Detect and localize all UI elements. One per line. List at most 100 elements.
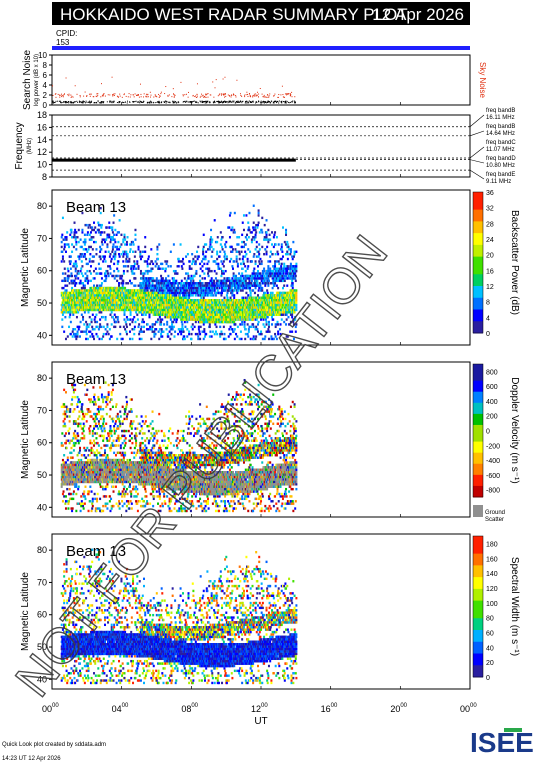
- heat-cell: [72, 308, 75, 312]
- heat-cell: [100, 282, 103, 285]
- search-noise-point: [189, 101, 191, 103]
- heat-cell: [171, 294, 174, 297]
- heat-cell: [80, 289, 83, 292]
- search-noise-point: [174, 101, 176, 103]
- heat-cell: [69, 233, 72, 237]
- heat-cell: [119, 245, 122, 249]
- heat-cell: [104, 315, 107, 319]
- heat-cell: [183, 337, 186, 341]
- frequency-trace: [52, 158, 296, 162]
- heat-cell: [164, 313, 167, 316]
- search-noise-point: [85, 100, 87, 102]
- heat-cell: [68, 296, 71, 299]
- heat-cell: [68, 245, 71, 249]
- heat-cell: [210, 269, 213, 273]
- heat-cell: [152, 262, 155, 266]
- search-noise-point: [268, 101, 270, 103]
- search-noise-point: [227, 102, 229, 104]
- heat-cell: [164, 315, 167, 319]
- heat-cell: [140, 325, 143, 329]
- search-noise-point: [88, 101, 90, 103]
- heat-cell: [81, 228, 84, 232]
- heat-cell: [99, 257, 102, 261]
- heat-cell: [110, 236, 113, 239]
- heat-cell: [123, 236, 126, 239]
- heat-cell: [191, 291, 194, 295]
- heat-cell: [201, 282, 204, 285]
- heat-cell: [88, 330, 91, 333]
- sky-noise-point: [210, 94, 212, 96]
- heat-cell: [118, 299, 121, 302]
- heat-cell: [114, 296, 117, 299]
- heat-cell: [74, 228, 77, 232]
- heat-cell: [69, 262, 72, 266]
- search-noise-point: [218, 102, 220, 104]
- heat-cell: [175, 320, 178, 324]
- heat-cell: [217, 262, 220, 266]
- heat-cell: [223, 255, 226, 258]
- sky-noise-point: [207, 96, 209, 98]
- heat-cell: [147, 306, 150, 309]
- heat-cell: [133, 284, 136, 287]
- heat-cell: [108, 226, 111, 229]
- heat-cell: [186, 252, 189, 256]
- heat-cell: [122, 240, 125, 244]
- sky-noise-point: [235, 96, 237, 98]
- sky-noise-point: [113, 95, 115, 97]
- sky-noise-point: [194, 96, 196, 98]
- heat-cell: [172, 296, 175, 299]
- heat-cell: [71, 330, 74, 333]
- heat-cell: [88, 289, 91, 292]
- heat-cell: [108, 328, 111, 331]
- search-noise-point: [93, 102, 95, 104]
- heat-cell: [188, 301, 191, 304]
- heat-cell: [108, 296, 111, 299]
- heat-cell: [118, 255, 121, 258]
- heat-cell: [181, 267, 184, 270]
- sky-noise-point: [280, 94, 282, 96]
- heat-cell: [61, 318, 64, 321]
- search-noise-point: [219, 101, 221, 103]
- sky-noise-point: [184, 94, 186, 96]
- heat-cell: [73, 306, 76, 309]
- heat-cell: [228, 277, 231, 280]
- heat-cell: [64, 272, 67, 275]
- heat-cell: [81, 330, 84, 333]
- heat-cell: [160, 299, 163, 302]
- heat-cell: [64, 279, 67, 283]
- heat-cell: [99, 250, 102, 253]
- noise-series: [52, 76, 296, 104]
- heat-cell: [95, 252, 98, 256]
- heat-cell: [152, 279, 155, 283]
- heat-cell: [220, 330, 223, 333]
- search-noise-dots: [52, 100, 296, 104]
- heat-cell: [75, 262, 78, 266]
- sky-noise-point: [248, 93, 250, 95]
- sky-noise-point: [196, 94, 198, 96]
- heat-cell: [160, 286, 163, 290]
- heat-cell: [82, 296, 85, 299]
- sky-noise-point: [68, 93, 70, 95]
- heat-cell: [152, 289, 155, 292]
- heat-cell: [74, 260, 77, 263]
- sky-noise-point: [112, 95, 114, 97]
- heat-cell: [83, 330, 86, 333]
- heat-cell: [147, 257, 150, 261]
- noise-tick-label: 4: [43, 81, 48, 90]
- heat-cell: [232, 272, 235, 275]
- heat-cell: [158, 243, 161, 246]
- heat-cell: [143, 291, 146, 295]
- heat-cell: [64, 250, 67, 253]
- heat-cell: [144, 301, 147, 304]
- heat-cell: [70, 228, 73, 232]
- heat-cell: [122, 291, 125, 295]
- heat-cell: [241, 320, 244, 324]
- heat-cell: [177, 284, 180, 287]
- heat-cell: [245, 291, 248, 295]
- sky-noise-point: [132, 94, 134, 96]
- heat-cell: [86, 306, 89, 309]
- heat-cell: [65, 238, 68, 241]
- heat-cell: [124, 320, 127, 324]
- heat-cell: [211, 330, 214, 333]
- heat-cell: [125, 240, 128, 244]
